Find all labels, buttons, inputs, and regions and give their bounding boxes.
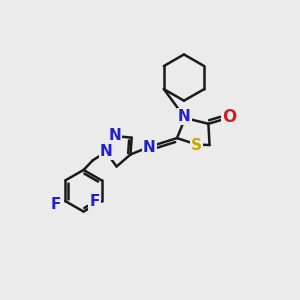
Text: S: S — [191, 138, 202, 153]
Text: F: F — [89, 194, 100, 209]
Text: N: N — [178, 109, 191, 124]
Text: N: N — [108, 128, 121, 143]
Text: N: N — [100, 144, 112, 159]
Text: N: N — [143, 140, 155, 155]
Text: O: O — [222, 108, 236, 126]
Text: F: F — [51, 197, 61, 212]
